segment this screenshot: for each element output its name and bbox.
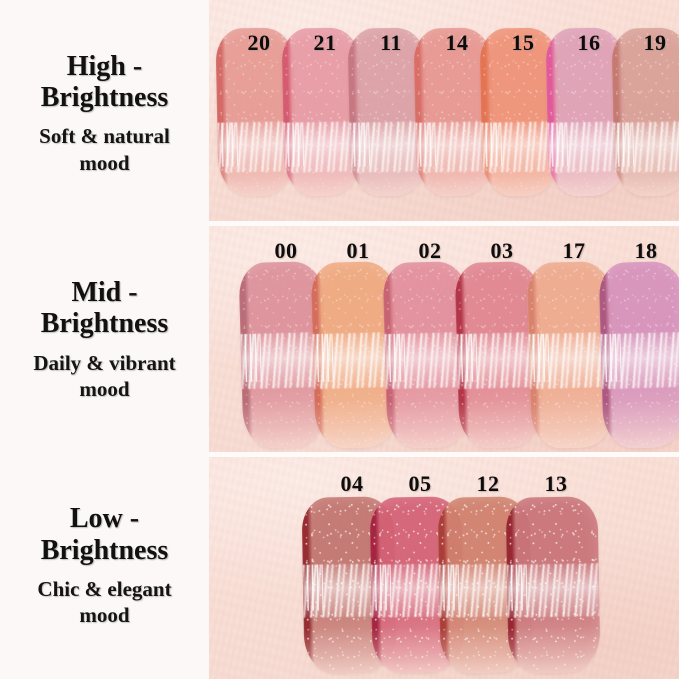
swatch-bottom-fade-13 — [507, 626, 601, 674]
swatch-edge-streaks-03 — [460, 333, 478, 383]
swatch-edge-streaks-04 — [306, 564, 324, 611]
swatch-photo-column: 20 21 11 14 15 16 19 00 01 02 03 17 18 04 05 12 13 — [209, 0, 679, 679]
swatch-label-17: 17 — [562, 238, 586, 263]
swatch-label-21: 21 — [313, 30, 337, 55]
category-subtitle-low: Chic & elegant mood — [37, 576, 172, 628]
swatch-label-16: 16 — [577, 30, 601, 55]
swatch-row-low-brightness: 04 05 12 13 — [209, 457, 679, 679]
swatch-group-mid: 00 01 02 03 17 18 — [209, 226, 679, 452]
category-subtitle-mid: Daily & vibrant mood — [33, 350, 176, 401]
swatch-edge-streaks-12 — [442, 564, 460, 611]
swatch-edge-streaks-05 — [374, 564, 392, 611]
swatch-label-01: 01 — [346, 238, 370, 263]
swatch-13 — [505, 496, 601, 674]
swatch-label-00: 00 — [274, 238, 298, 263]
swatch-row-high-brightness: 20 21 11 14 15 16 19 — [209, 0, 679, 221]
swatch-edge-streaks-17 — [532, 333, 550, 383]
swatch-edge-streaks-18 — [604, 333, 622, 383]
swatch-label-19: 19 — [643, 30, 667, 55]
category-title-high: High - Brightness — [40, 50, 169, 113]
swatch-label-04: 04 — [340, 471, 364, 496]
swatch-bottom-fade-19 — [613, 151, 679, 197]
category-block-mid-brightness: Mid - Brightness Daily & vibrant mood — [0, 226, 209, 452]
category-title-low: Low - Brightness — [40, 503, 169, 566]
swatch-edge-streaks-00 — [244, 333, 262, 383]
swatch-label-20: 20 — [247, 30, 271, 55]
category-label-column: High - Brightness Soft & natural mood Mi… — [0, 0, 209, 679]
swatch-label-05: 05 — [408, 471, 432, 496]
swatch-row-mid-brightness: 00 01 02 03 17 18 — [209, 226, 679, 452]
category-block-high-brightness: High - Brightness Soft & natural mood — [0, 0, 209, 226]
swatch-label-02: 02 — [418, 238, 442, 263]
swatch-18 — [598, 260, 679, 450]
swatch-label-15: 15 — [511, 30, 535, 55]
swatch-label-13: 13 — [544, 471, 568, 496]
category-subtitle-high: Soft & natural mood — [39, 124, 170, 175]
swatch-group-high: 20 21 11 14 15 16 19 — [209, 0, 679, 221]
swatch-bottom-fade-18 — [602, 398, 679, 450]
category-block-low-brightness: Low - Brightness Chic & elegant mood — [0, 453, 209, 679]
swatch-edge-streaks-01 — [316, 333, 334, 383]
swatch-edge-streaks-13 — [510, 564, 528, 611]
swatch-label-14: 14 — [445, 30, 469, 55]
swatch-label-11: 11 — [380, 30, 402, 55]
category-title-mid: Mid - Brightness — [40, 276, 169, 340]
swatch-edge-streaks-02 — [388, 333, 406, 383]
swatch-label-18: 18 — [634, 238, 658, 263]
swatch-group-low: 04 05 12 13 — [209, 457, 679, 679]
swatch-label-12: 12 — [476, 471, 500, 496]
swatch-label-03: 03 — [490, 238, 514, 263]
